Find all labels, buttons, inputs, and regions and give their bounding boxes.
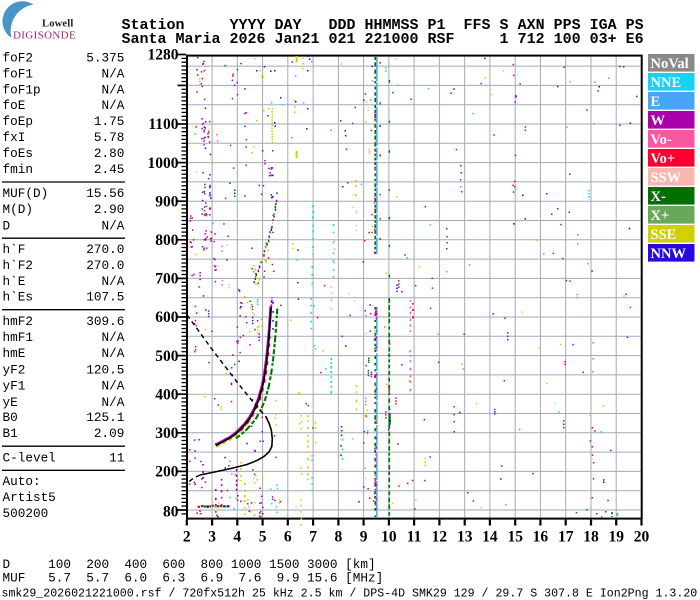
svg-text:C-level 11: C-level 11 [3,451,125,466]
svg-text:h`F 270.0: h`F 270.0 [3,242,125,257]
svg-text:900: 900 [155,193,179,210]
svg-text:13: 13 [457,529,473,546]
svg-text:3: 3 [208,529,216,546]
svg-text:12: 12 [432,529,448,546]
svg-text:200: 200 [155,464,179,481]
svg-text:Lowell: Lowell [42,18,74,29]
svg-text:300: 300 [155,425,179,442]
svg-text:W: W [651,113,666,129]
svg-text:h`Es 107.5: h`Es 107.5 [3,290,125,305]
svg-text:yF1 N/A: yF1 N/A [3,379,125,394]
svg-text:foF1 N/A: foF1 N/A [3,66,125,81]
svg-text:X-: X- [651,189,666,205]
svg-text:Auto:: Auto: [3,474,41,489]
svg-text:4: 4 [233,529,241,546]
svg-text:hmF1 N/A: hmF1 N/A [3,330,125,345]
svg-text:Artist5: Artist5 [3,490,56,505]
svg-text:NoVal: NoVal [651,56,689,72]
svg-text:yE N/A: yE N/A [3,395,125,410]
svg-text:MUF(D) 15.56: MUF(D) 15.56 [3,186,125,201]
svg-text:NNW: NNW [651,246,687,262]
svg-text:500200: 500200 [3,506,49,521]
svg-text:X+: X+ [651,208,670,224]
svg-text:foEp 1.75: foEp 1.75 [3,114,125,129]
svg-text:h`F2 270.0: h`F2 270.0 [3,258,125,273]
svg-text:18: 18 [583,529,599,546]
svg-text:D 100 200 400 600 800: D 100 200 400 600 800 1000 1500 3000 [km… [3,557,376,572]
svg-text:16: 16 [533,529,549,546]
svg-text:11: 11 [407,529,422,546]
svg-text:400: 400 [155,386,179,403]
svg-text:5: 5 [259,529,267,546]
svg-text:10: 10 [381,529,397,546]
svg-text:h`E N/A: h`E N/A [3,274,125,289]
svg-text:foEs 2.80: foEs 2.80 [3,146,125,161]
svg-text:Santa Maria 2026 Jan21 021 221: Santa Maria 2026 Jan21 021 221000 RSF 1 … [122,31,644,48]
svg-text:8: 8 [335,529,343,546]
svg-text:MUF 5.7 5.7 6.0 6.3 6.9: MUF 5.7 5.7 6.0 6.3 6.9 7.6 9.9 15.6 [MH… [3,571,384,586]
svg-text:Vo+: Vo+ [651,151,676,167]
svg-text:19: 19 [608,529,624,546]
svg-text:2: 2 [183,529,191,546]
svg-text:DIGISONDE: DIGISONDE [13,29,76,41]
svg-text:B0 125.1: B0 125.1 [3,410,125,425]
svg-text:6: 6 [284,529,292,546]
svg-text:1000: 1000 [148,155,179,172]
svg-text:D N/A: D N/A [3,218,125,233]
svg-text:800: 800 [155,232,179,249]
svg-text:7: 7 [309,529,317,546]
svg-text:700: 700 [155,271,179,288]
svg-text:SSE: SSE [651,227,677,243]
svg-text:foF1p N/A: foF1p N/A [3,82,125,97]
svg-text:foE N/A: foE N/A [3,98,125,113]
svg-text:SSW: SSW [651,170,682,186]
svg-text:hmE N/A: hmE N/A [3,346,125,361]
svg-text:foF2 5.375: foF2 5.375 [3,51,125,66]
svg-text:M(D) 2.90: M(D) 2.90 [3,202,125,217]
svg-text:Vo-: Vo- [651,132,672,148]
svg-text:NNE: NNE [651,75,682,91]
svg-text:1100: 1100 [148,116,178,133]
svg-text:9: 9 [360,529,368,546]
svg-text:600: 600 [155,309,179,326]
svg-text:500: 500 [155,348,179,365]
svg-text:E: E [651,94,661,110]
svg-text:B1 2.09: B1 2.09 [3,426,125,441]
svg-text:80: 80 [163,504,179,521]
svg-text:fmin 2.45: fmin 2.45 [3,162,125,177]
svg-text:Station YYYY DAY DDD HHM: Station YYYY DAY DDD HHMMSS P1 FFS S AXN… [122,17,644,34]
svg-text:17: 17 [558,529,574,546]
svg-text:smk29_2026021221000.rsf / 720f: smk29_2026021221000.rsf / 720fx512h 25 k… [2,588,698,600]
svg-text:14: 14 [482,529,498,546]
svg-text:20: 20 [634,529,650,546]
svg-text:1280: 1280 [148,47,179,64]
svg-text:yF2 120.5: yF2 120.5 [3,363,125,378]
svg-text:hmF2 309.6: hmF2 309.6 [3,314,125,329]
svg-text:15: 15 [507,529,523,546]
svg-text:fxI 5.78: fxI 5.78 [3,130,125,145]
